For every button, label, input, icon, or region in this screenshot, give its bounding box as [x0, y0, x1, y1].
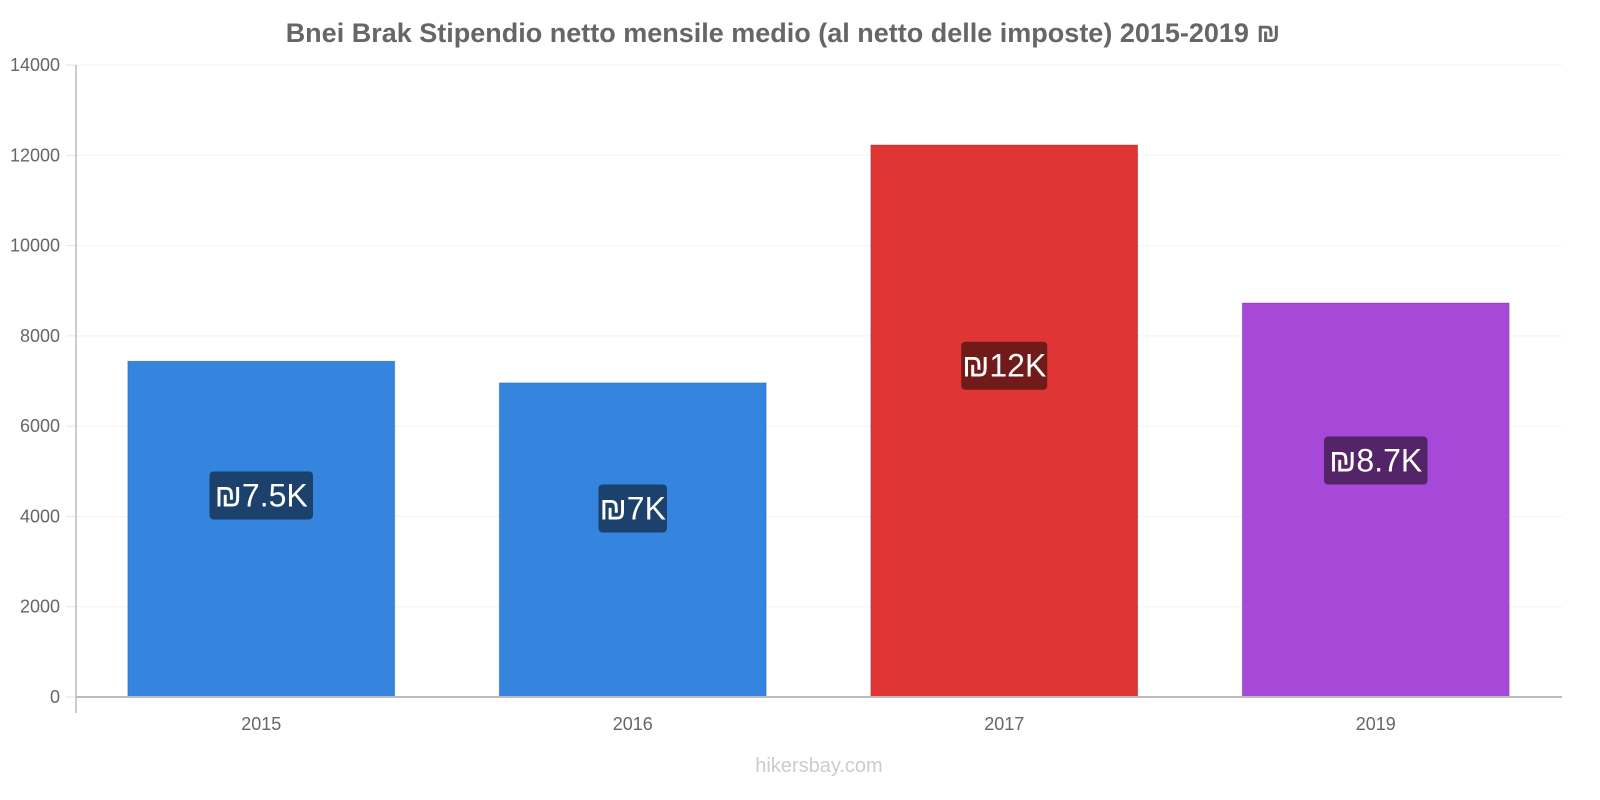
- x-tick-label: 2016: [613, 714, 653, 734]
- x-axis: 2015 2016 2017 2019: [76, 696, 1562, 734]
- data-label-background: [961, 341, 1048, 390]
- y-tick-label: 8000: [20, 326, 60, 346]
- y-tick-label: 2000: [20, 597, 60, 617]
- y-tick-label: 0: [50, 687, 60, 707]
- watermark: hikersbay.com: [755, 755, 882, 777]
- y-tick-label: 12000: [10, 145, 60, 165]
- data-label-background: [1324, 436, 1428, 485]
- bar-2019: [1241, 302, 1510, 698]
- y-tick-label: 6000: [20, 416, 60, 436]
- bar-2017: [870, 144, 1139, 698]
- x-tick-label: 2015: [241, 714, 281, 734]
- x-tick-label: 2017: [984, 714, 1024, 734]
- data-label: ₪8.7K: [1329, 443, 1422, 479]
- x-tick-label: 2019: [1356, 714, 1396, 734]
- bar-2015: [127, 360, 396, 698]
- data-label-background: [598, 484, 667, 533]
- y-axis: 0 2000 4000 6000 8000 10000 12000 14000: [10, 55, 77, 713]
- data-label: ₪12K: [962, 348, 1046, 384]
- y-tick-label: 4000: [20, 506, 60, 526]
- data-label: ₪7.5K: [215, 477, 308, 513]
- y-tick-label: 10000: [10, 236, 60, 256]
- y-tick-label: 14000: [10, 55, 60, 75]
- data-label-background: [209, 471, 313, 520]
- data-label: ₪7K: [600, 490, 666, 526]
- chart-title: Bnei Brak Stipendio netto mensile medio …: [286, 18, 1281, 48]
- bar-2016: [498, 382, 767, 698]
- bars: ₪7.5K ₪7K ₪12K ₪8.7K: [127, 144, 1510, 698]
